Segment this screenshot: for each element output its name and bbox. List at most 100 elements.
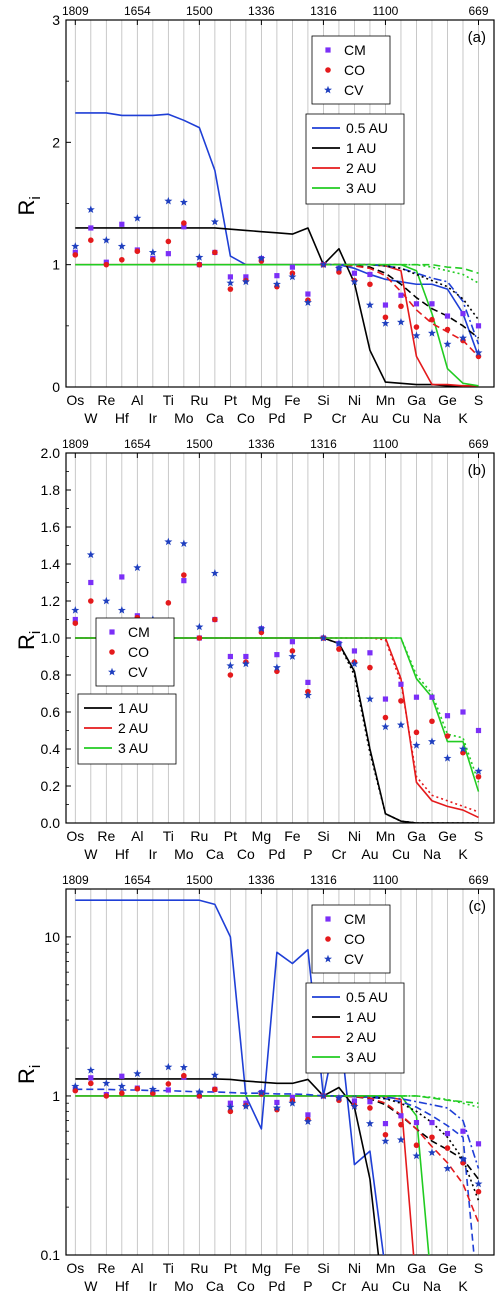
data-point-co <box>367 281 373 288</box>
series-line-0-5-au-dashdot <box>323 1095 480 1169</box>
data-point-cv <box>458 744 467 753</box>
data-point-cv <box>396 317 405 326</box>
element-label-lower: Pd <box>268 1278 285 1294</box>
data-point-cm <box>429 301 435 307</box>
data-point-co <box>429 1134 435 1141</box>
data-point-cm <box>444 713 451 719</box>
data-point-co <box>103 261 110 268</box>
element-label-upper: Al <box>131 392 143 408</box>
element-label-lower: K <box>458 1278 468 1294</box>
top-axis-label: 1809 <box>62 873 89 887</box>
top-axis-label: 1336 <box>248 4 275 18</box>
element-label-lower: Mo <box>174 846 194 862</box>
data-point-cv <box>443 754 452 762</box>
y-tick-label: 0 <box>52 379 60 395</box>
element-label-upper: Ti <box>163 1260 174 1276</box>
y-tick-label: 2.0 <box>41 445 61 461</box>
data-point-cv <box>350 1102 359 1110</box>
y-tick-label: 0.4 <box>41 741 61 757</box>
top-axis-label: 1654 <box>124 873 151 887</box>
element-label-upper: S <box>474 1260 483 1276</box>
element-label-upper: Ti <box>163 828 174 844</box>
top-axis-label: 1316 <box>310 4 337 18</box>
panel-label: (a) <box>468 29 486 46</box>
data-point-cv <box>257 254 266 262</box>
element-label-upper: Al <box>131 828 143 844</box>
element-label-lower: Ir <box>149 1278 158 1294</box>
series-line-0-5-au-dashdot <box>323 263 480 345</box>
y-axis-label: Ri <box>14 1065 44 1084</box>
y-tick-label: 2 <box>52 134 60 150</box>
element-label-lower: Pd <box>268 410 285 426</box>
data-point-co <box>398 1121 404 1128</box>
y-tick-label: 1.4 <box>41 556 61 572</box>
legend-box <box>305 982 405 1074</box>
legend-marker-cv <box>108 667 116 676</box>
data-point-cv <box>195 253 204 261</box>
element-label-upper: Pt <box>224 392 237 408</box>
element-label-lower: Co <box>237 410 255 426</box>
element-label-lower: Au <box>361 1278 378 1294</box>
y-axis-label-main: R <box>14 200 39 216</box>
data-point-cm <box>119 221 125 227</box>
element-label-upper: S <box>474 392 483 408</box>
data-point-cm <box>475 727 482 734</box>
data-point-cv <box>86 550 95 559</box>
legend-distance: 0.5 AU 1 AU 2 AU 3 AU <box>305 982 405 1074</box>
legend-box <box>305 113 405 205</box>
element-label-lower: Pd <box>268 846 285 862</box>
series-line-0-5-au-dashed <box>75 1088 475 1255</box>
y-tick-label: 1 <box>52 1088 60 1104</box>
data-point-co <box>429 718 435 725</box>
top-axis-label: 1336 <box>248 873 275 887</box>
element-label-lower: Ca <box>206 1278 224 1294</box>
data-point-co <box>444 1145 451 1151</box>
data-point-cm <box>274 273 280 279</box>
data-point-co <box>88 598 94 604</box>
data-point-cv <box>303 691 312 699</box>
data-point-cm <box>413 301 420 307</box>
data-point-co <box>165 238 172 245</box>
top-axis-label: 669 <box>468 873 488 887</box>
data-point-cv <box>257 1088 266 1096</box>
data-point-cm <box>413 1119 420 1126</box>
legend-box <box>311 35 391 105</box>
element-label-upper: Mg <box>252 828 271 844</box>
data-point-co <box>413 1142 420 1149</box>
data-point-cv <box>102 596 111 605</box>
top-axis-label: 1336 <box>248 437 275 451</box>
data-point-co <box>382 314 389 321</box>
legend-meteorites: CM CO CV <box>311 904 391 974</box>
top-axis-label: 1100 <box>373 4 399 18</box>
data-point-cv <box>427 1148 436 1157</box>
legend-box <box>311 904 391 974</box>
legend-label: 3 AU <box>346 1049 376 1065</box>
data-point-cv <box>195 1087 204 1096</box>
element-label-upper: Ga <box>407 1260 426 1276</box>
data-point-cv <box>334 639 343 647</box>
data-point-cm <box>88 579 94 586</box>
data-point-cm <box>181 578 187 584</box>
data-point-cm <box>351 1098 358 1104</box>
data-point-co <box>367 1105 373 1111</box>
chart-panel-2: 0.0 0.2 0.4 0.6 0.8 1.0 1.2 1.4 1.6 1.8 2.0 Ri Os Re A… <box>14 437 495 862</box>
top-axis-label: 1654 <box>124 437 151 451</box>
meteorite-points <box>71 1062 483 1195</box>
data-point-cm <box>367 271 373 278</box>
data-point-cv <box>210 217 219 226</box>
element-label-upper: Ga <box>407 828 426 844</box>
element-label-lower: Cr <box>332 410 347 426</box>
data-point-cv <box>319 260 328 269</box>
meteorite-points <box>71 196 483 360</box>
data-point-co <box>336 646 342 652</box>
data-point-cv <box>288 1099 297 1107</box>
data-point-cv <box>226 278 235 287</box>
data-point-cv <box>133 563 142 572</box>
element-label-lower: Hf <box>115 1278 129 1294</box>
data-point-cv <box>350 277 359 286</box>
data-point-co <box>475 773 482 780</box>
element-label-upper: Ge <box>438 1260 457 1276</box>
data-point-co <box>119 256 125 263</box>
element-label-upper: Re <box>97 828 115 844</box>
element-label-lower: Ir <box>149 410 158 426</box>
